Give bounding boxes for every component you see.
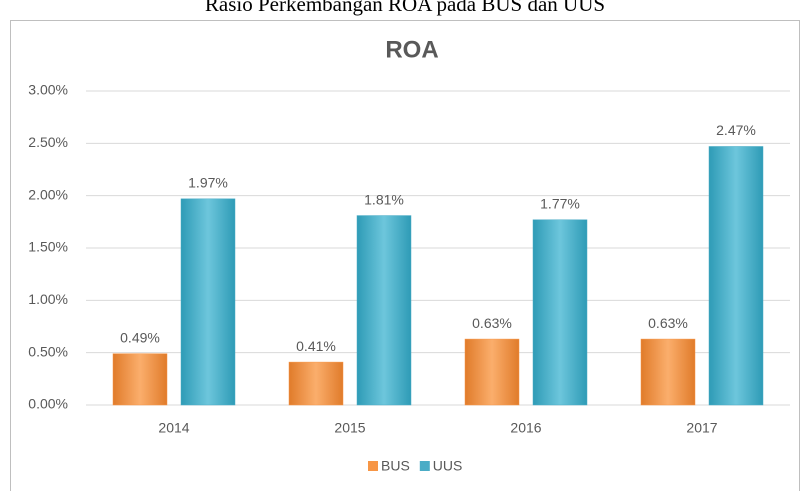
chart-caption: Rasio Perkembangan ROA pada BUS dan UUS (205, 0, 605, 16)
bar (640, 338, 696, 406)
data-label: 0.63% (472, 315, 512, 331)
data-label: 0.49% (120, 329, 160, 345)
y-tick-label: 3.00% (28, 82, 68, 98)
legend-label: UUS (433, 458, 463, 474)
y-tick-label: 0.50% (28, 343, 68, 359)
bar (464, 338, 520, 406)
x-tick-label: 2014 (158, 420, 189, 436)
y-tick-label: 0.00% (28, 396, 68, 412)
data-label: 1.77% (540, 195, 580, 211)
legend-label: BUS (381, 458, 410, 474)
chart-title: ROA (385, 36, 438, 63)
legend-swatch (368, 461, 378, 471)
data-label: 1.81% (364, 191, 404, 207)
y-tick-label: 2.00% (28, 186, 68, 202)
bar (288, 361, 344, 406)
y-tick-label: 2.50% (28, 134, 68, 150)
y-tick-label: 1.00% (28, 291, 68, 307)
data-label: 2.47% (716, 122, 756, 138)
bar (112, 353, 168, 406)
legend-swatch (419, 461, 430, 471)
bar (708, 146, 764, 406)
x-tick-label: 2015 (334, 420, 365, 436)
y-tick-label: 1.50% (28, 239, 68, 255)
x-tick-label: 2016 (510, 420, 541, 436)
x-tick-label: 2017 (686, 420, 717, 436)
data-label: 0.63% (648, 315, 688, 331)
data-label: 0.41% (296, 338, 336, 354)
data-label: 1.97% (188, 175, 228, 191)
bar (532, 219, 588, 406)
bar (356, 215, 412, 406)
bar (180, 198, 236, 406)
